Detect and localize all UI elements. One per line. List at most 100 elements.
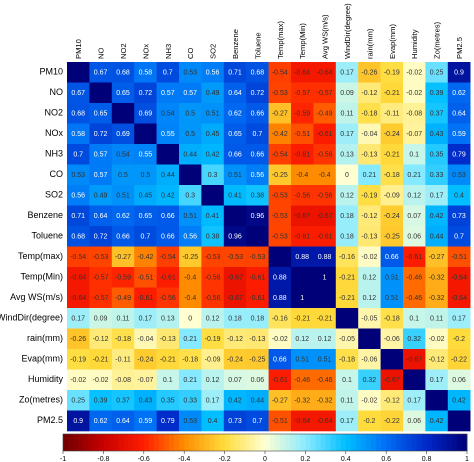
heatmap-cell: [291, 185, 314, 206]
cell-value-label: 0.44: [161, 172, 175, 179]
heatmap-cell: [268, 226, 292, 247]
heatmap-cell: [291, 164, 314, 186]
cell-value-label: 0.55: [139, 152, 153, 159]
heatmap-cell: [111, 62, 135, 83]
heatmap-cell: [156, 226, 180, 247]
colorbar-segment: [376, 434, 382, 451]
heatmap-cell: [313, 103, 337, 124]
heatmap-cell: [425, 82, 449, 104]
cell-value-label: 0.11: [430, 316, 443, 323]
colorbar-segment: [83, 434, 89, 451]
cell-value-label: -0.53: [272, 234, 288, 241]
heatmap-cell: [447, 349, 471, 370]
heatmap-cell: [201, 369, 225, 391]
heatmap-cell: [134, 328, 157, 350]
heatmap-cell: [156, 308, 180, 329]
cell-value-label: 0.3: [185, 193, 195, 200]
heatmap-cell: [313, 226, 337, 247]
colorbar-segment: [224, 434, 231, 451]
cell-value-label: -0.27: [115, 254, 131, 261]
cell-value-label: -0.4: [184, 275, 196, 282]
row-label: Benzene: [27, 210, 63, 220]
cell-value-label: -0.2: [363, 418, 375, 425]
heatmap-cell: [268, 410, 292, 432]
heatmap-cell: [403, 205, 426, 227]
cell-value-label: 0.88: [273, 295, 287, 302]
heatmap-cell: [111, 144, 135, 165]
cell-value-label: -0.4: [296, 172, 308, 179]
heatmap-cell: [156, 369, 180, 391]
heatmap-cell: [134, 287, 157, 309]
heatmap-cell: [425, 308, 449, 329]
cell-value-label: 0.44: [183, 152, 197, 159]
heatmap-cell: [313, 369, 337, 391]
cell-value-label: -0.49: [115, 295, 131, 302]
heatmap-cell: [246, 82, 269, 104]
cell-value-label: 0.72: [251, 90, 265, 97]
column-label: SO2: [209, 44, 218, 59]
colorbar-segment: [88, 434, 94, 451]
heatmap-cell: [335, 62, 359, 83]
cell-value-label: -0.25: [249, 357, 265, 364]
heatmap-cell: [335, 410, 359, 432]
colorbar-segment: [325, 434, 332, 451]
cell-value-label: 0.43: [430, 131, 444, 138]
cell-value-label: -0.18: [361, 111, 377, 118]
cell-value-label: 0.57: [94, 152, 108, 159]
cell-value-label: 0.53: [452, 172, 466, 179]
heatmap-cell: [358, 62, 381, 83]
colorbar-segment: [386, 434, 392, 451]
cell-value-label: 0.51: [385, 275, 399, 282]
heatmap-cell: [380, 267, 404, 288]
heatmap-cell: [268, 246, 292, 268]
cell-value-label: -0.53: [249, 254, 265, 261]
cell-value-label: 0.62: [94, 418, 108, 425]
heatmap-cell: [313, 390, 337, 411]
heatmap-cell: [403, 164, 426, 186]
cell-value-label: -0.21: [339, 275, 355, 282]
heatmap-cell: [268, 62, 292, 83]
heatmap-cell: [358, 144, 381, 165]
heatmap-cell: [201, 185, 225, 206]
cell-value-label: 0.18: [340, 213, 354, 220]
heatmap-cell: [223, 246, 247, 268]
heatmap-cell: [403, 123, 426, 145]
heatmap-cell: [403, 308, 426, 329]
heatmap-cell: [223, 205, 247, 227]
heatmap-cell: [313, 205, 337, 227]
cell-value-label: -0.24: [227, 357, 243, 364]
heatmap-cell: [201, 82, 225, 104]
colorbar-segment: [270, 434, 276, 451]
heatmap-cell: [201, 328, 225, 350]
heatmap-cell: [358, 287, 381, 309]
heatmap-cell: [425, 246, 449, 268]
cell-value-label: 0.21: [183, 377, 197, 384]
cell-value-label: -0.04: [361, 131, 377, 138]
cell-value-label: -0.61: [160, 275, 176, 282]
cell-value-label: 0.18: [228, 316, 242, 323]
heatmap-cell: [447, 390, 471, 411]
cell-value-label: 0.9: [73, 418, 83, 425]
colorbar-segment: [275, 434, 281, 451]
heatmap-cell: [111, 328, 135, 350]
cell-value-label: -0.25: [384, 234, 400, 241]
cell-value-label: 0.66: [161, 234, 175, 241]
cell-value-label: -0.27: [272, 398, 288, 405]
cell-value-label: -0.12: [227, 336, 243, 343]
heatmap-cell: [156, 82, 180, 104]
cell-value-label: 0.41: [228, 193, 242, 200]
cell-value-label: 0: [188, 316, 192, 323]
heatmap-cell: [156, 349, 180, 370]
cell-value-label: 0.35: [161, 398, 175, 405]
heatmap-cell: [134, 369, 157, 391]
colorbar-segment: [73, 434, 79, 451]
cell-value-label: 0.44: [251, 398, 265, 405]
cell-value-label: 0.21: [363, 172, 377, 179]
cell-value-label: -0.42: [137, 254, 153, 261]
heatmap-cell: [201, 410, 225, 432]
cell-value-label: 0.96: [251, 213, 265, 220]
cell-value-label: 0.4: [454, 193, 464, 200]
heatmap-cell: [335, 103, 359, 124]
heatmap-cell: [425, 103, 449, 124]
